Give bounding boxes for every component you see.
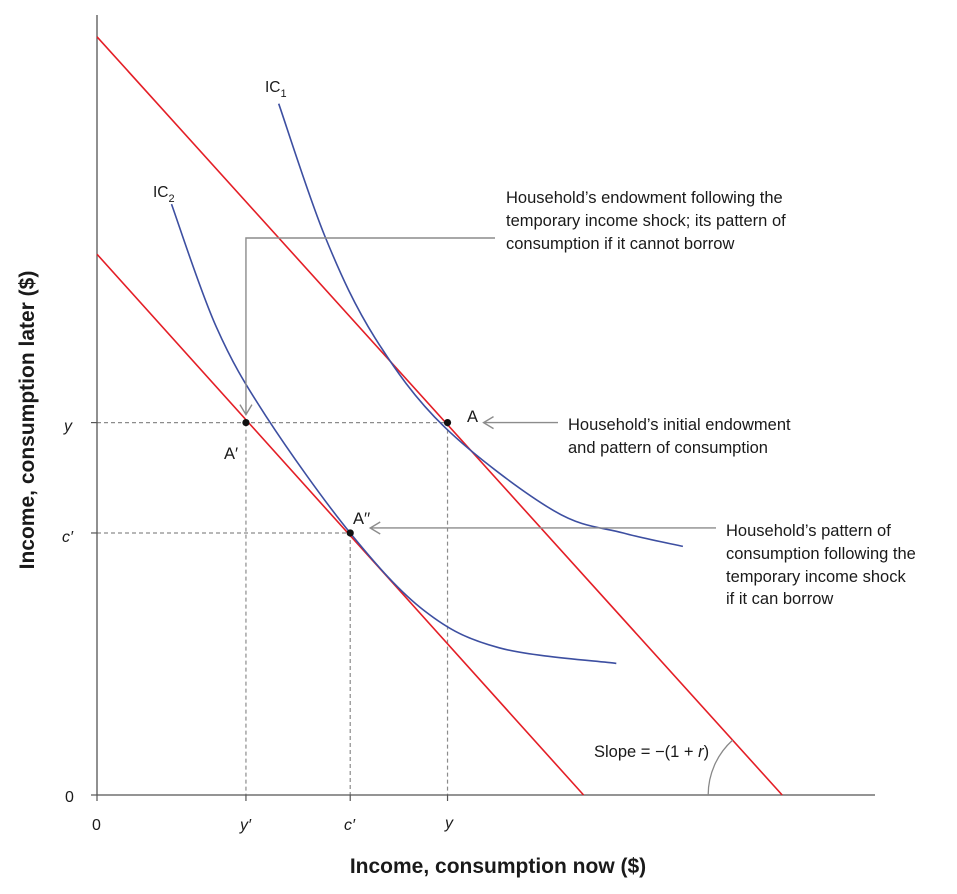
x-axis-title: Income, consumption now ($) bbox=[350, 855, 646, 878]
annotation-arrows bbox=[239, 237, 716, 535]
point-a-prime-label: A′ bbox=[224, 445, 238, 463]
point-a bbox=[443, 418, 452, 427]
slope-marker bbox=[707, 739, 734, 796]
arrow-to-a-prime bbox=[245, 237, 495, 415]
annotation-initial-endowment: Household’s initial endowment and patter… bbox=[568, 416, 795, 457]
annotation-can-borrow: Household’s pattern of consumption follo… bbox=[726, 522, 920, 608]
budget-lines bbox=[96, 36, 783, 796]
x-origin-label: 0 bbox=[92, 817, 101, 834]
y-axis-title: Income, consumption later ($) bbox=[16, 271, 39, 570]
slope-label: Slope = −(1 + r) bbox=[594, 743, 709, 761]
arrow-head-a bbox=[482, 415, 494, 430]
x-tick-label-y: y bbox=[444, 815, 454, 832]
guide-lines bbox=[97, 421, 449, 795]
point-a-label: A bbox=[467, 408, 478, 426]
annotation-shock-no-borrow: Household’s endowment following the temp… bbox=[506, 189, 790, 253]
data-points bbox=[242, 418, 452, 537]
ic2-label: IC2 bbox=[153, 184, 175, 205]
arrow-head-a-double-prime bbox=[368, 521, 381, 535]
point-a-double-prime bbox=[346, 529, 354, 537]
budget-line-shock bbox=[96, 253, 585, 796]
budget-line-initial bbox=[96, 36, 783, 796]
indifference-curves bbox=[170, 103, 684, 665]
slope-arc bbox=[707, 739, 734, 796]
y-tick-label-c-prime: c′ bbox=[62, 529, 74, 546]
x-tick-label-y-prime: y′ bbox=[239, 817, 252, 834]
y-tick-label-y: y bbox=[63, 418, 73, 435]
x-tick-label-c-prime: c′ bbox=[344, 817, 356, 834]
arrow-head-a-prime bbox=[239, 404, 253, 416]
ic1-curve bbox=[277, 103, 684, 548]
axes bbox=[91, 15, 875, 801]
ic2-curve bbox=[170, 203, 617, 665]
point-a-prime bbox=[242, 418, 250, 427]
y-origin-label: 0 bbox=[65, 789, 74, 806]
point-a-double-prime-label: A′′ bbox=[353, 510, 370, 528]
ic1-label: IC1 bbox=[265, 79, 287, 100]
